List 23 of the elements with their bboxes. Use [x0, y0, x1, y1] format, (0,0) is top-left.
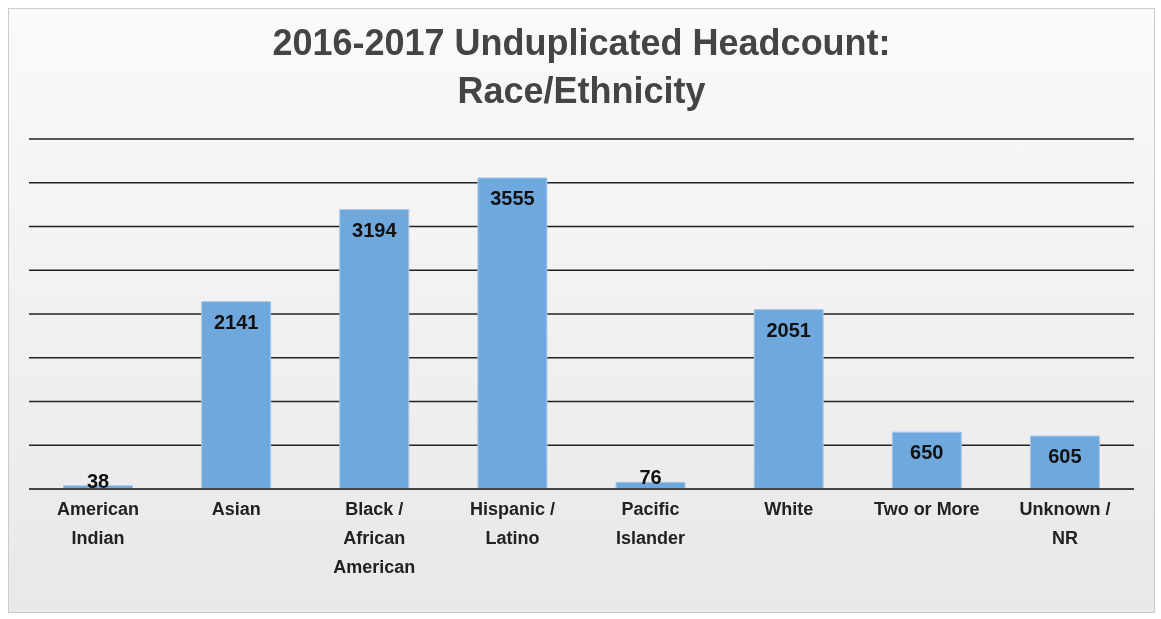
data-label: 3194 — [352, 218, 398, 241]
x-tick-label: Unknown / NR — [1019, 499, 1111, 548]
x-tick-label: White — [764, 499, 814, 519]
data-label: 605 — [1048, 445, 1082, 468]
bar — [339, 209, 410, 490]
data-label: 38 — [86, 469, 110, 492]
x-tick-label: Two or More — [873, 499, 980, 519]
x-tick-label: Hispanic / Latino — [469, 499, 555, 548]
x-tick-label: American Indian — [57, 499, 140, 548]
x-tick-label: Pacific Islander — [616, 499, 686, 548]
x-tick-label: Black / African American — [333, 499, 416, 577]
chart-title: 2016-2017 Unduplicated Headcount: Race/Ethnicity — [271, 21, 892, 113]
data-label: 2141 — [213, 310, 259, 333]
data-label: 76 — [639, 466, 662, 489]
x-tick-label: Asian — [211, 499, 261, 519]
data-label: 2051 — [766, 318, 811, 341]
bar — [477, 177, 548, 490]
bar — [201, 301, 272, 490]
data-label: 3555 — [490, 186, 535, 209]
data-label: 650 — [910, 441, 944, 464]
bar — [753, 309, 824, 490]
bar — [1029, 435, 1100, 490]
bar — [891, 431, 962, 490]
